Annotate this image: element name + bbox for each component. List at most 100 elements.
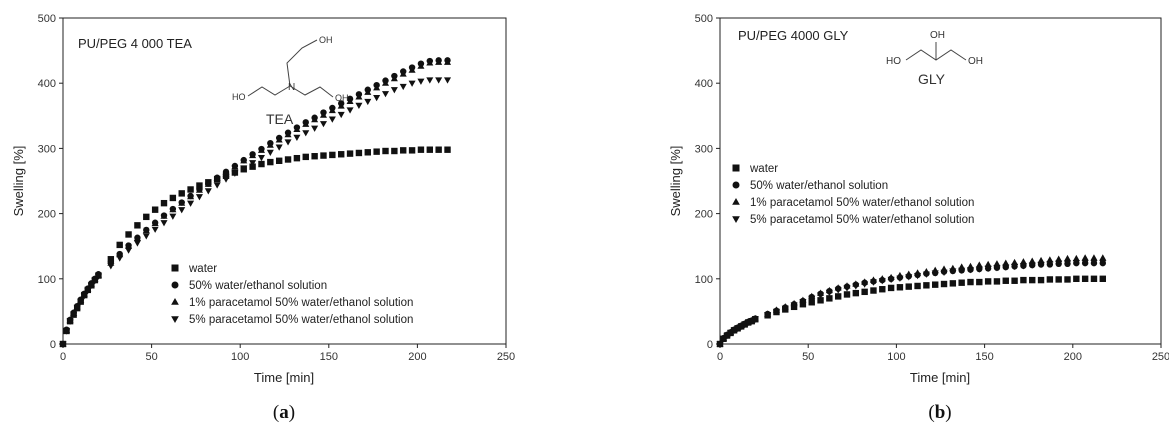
data-point: [967, 278, 974, 286]
plot-frame: [719, 17, 1162, 345]
legend-marker: [171, 297, 179, 305]
data-point: [1055, 255, 1063, 262]
data-point: [896, 275, 904, 282]
data-point: [320, 152, 327, 159]
data-point: [1011, 263, 1019, 271]
data-point: [976, 278, 983, 286]
molecule-label: TEA: [266, 111, 294, 127]
data-point: [328, 106, 336, 114]
x-tick-label: 250: [497, 351, 515, 363]
data-point: [381, 91, 390, 98]
data-point: [284, 139, 292, 146]
legend-marker: [732, 197, 740, 205]
data-point: [257, 154, 265, 162]
data-point: [399, 83, 407, 91]
data-point: [240, 157, 248, 164]
data-point: [984, 278, 992, 285]
legend-marker: [171, 316, 179, 324]
data-point: [142, 226, 150, 234]
gly-molecule-diagram: [905, 42, 967, 61]
data-point: [266, 141, 274, 148]
data-point: [160, 220, 168, 227]
data-point: [257, 146, 265, 153]
data-point: [931, 270, 939, 277]
data-point: [1037, 276, 1045, 284]
y-axis-label: Swelling [%]: [11, 146, 26, 217]
legend-entry: water: [749, 163, 778, 175]
data-point: [426, 77, 434, 84]
data-point: [275, 136, 283, 143]
legend-marker: [732, 216, 740, 224]
plot-frame: [62, 17, 507, 345]
data-point: [1019, 263, 1027, 270]
data-point: [84, 287, 92, 295]
data-point: [311, 153, 318, 160]
data-point: [843, 285, 851, 292]
tea-molecule-diagram: [247, 39, 334, 98]
data-point: [843, 291, 851, 298]
data-point: [949, 280, 957, 287]
x-tick-label: 100: [231, 351, 249, 363]
data-point: [328, 116, 336, 123]
data-point: [408, 147, 416, 154]
data-point: [852, 283, 860, 290]
data-point: [1046, 256, 1054, 263]
legend-marker: [732, 181, 740, 189]
data-point: [1029, 276, 1036, 284]
y-tick-label: 500: [695, 13, 713, 25]
x-tick-label: 50: [145, 351, 157, 363]
legend-entry: 5% paracetamol 50% water/ethanol solutio…: [750, 214, 974, 226]
y-tick-label: 200: [695, 209, 713, 221]
data-point: [66, 318, 74, 325]
data-point: [734, 325, 742, 333]
data-point: [143, 213, 150, 221]
data-point: [249, 160, 257, 167]
chart-panel-b: 0 50 100 150 200 250 0 100 200 300 400 500 PU/PEG 4…: [668, 13, 1169, 423]
data-point: [337, 102, 345, 109]
legend-marker: [171, 281, 179, 289]
data-point: [196, 182, 203, 189]
data-point: [178, 199, 186, 206]
data-point: [311, 125, 319, 132]
data-point: [187, 186, 194, 193]
data-point: [1090, 254, 1098, 261]
y-tick-label: 400: [695, 78, 713, 90]
panel-title: PU/PEG 4 000 TEA: [78, 36, 192, 51]
data-point: [302, 130, 310, 137]
data-point: [1019, 258, 1027, 265]
molecule-atom: N: [288, 82, 295, 93]
data-point: [426, 146, 434, 153]
data-point: [87, 282, 95, 289]
x-axis-label: Time [min]: [910, 370, 970, 385]
data-point: [825, 289, 833, 297]
data-point: [1055, 276, 1062, 283]
data-point: [966, 267, 975, 274]
data-point: [1081, 254, 1089, 261]
data-point: [134, 222, 141, 229]
data-point: [213, 174, 221, 181]
data-point: [346, 107, 354, 114]
panel-caption: (b): [928, 402, 951, 423]
x-tick-label: 250: [1152, 351, 1169, 363]
legend-entry: water: [188, 263, 217, 275]
molecule-label: GLY: [918, 71, 946, 87]
data-point: [861, 281, 869, 288]
data-point: [940, 280, 948, 288]
data-point: [1055, 260, 1063, 267]
data-point: [737, 323, 745, 331]
data-point: [958, 279, 965, 286]
data-point: [107, 256, 115, 263]
data-point: [1002, 259, 1010, 266]
data-point: [435, 146, 442, 153]
data-point: [984, 265, 992, 273]
data-point: [133, 240, 141, 247]
data-point: [381, 79, 390, 86]
data-point: [1037, 261, 1045, 269]
data-point: [720, 336, 728, 343]
molecule-atom: HO: [886, 56, 901, 67]
data-point: [993, 278, 1001, 285]
data-point: [364, 98, 372, 106]
data-point: [355, 93, 363, 100]
data-point: [94, 273, 102, 280]
data-point: [373, 148, 380, 155]
